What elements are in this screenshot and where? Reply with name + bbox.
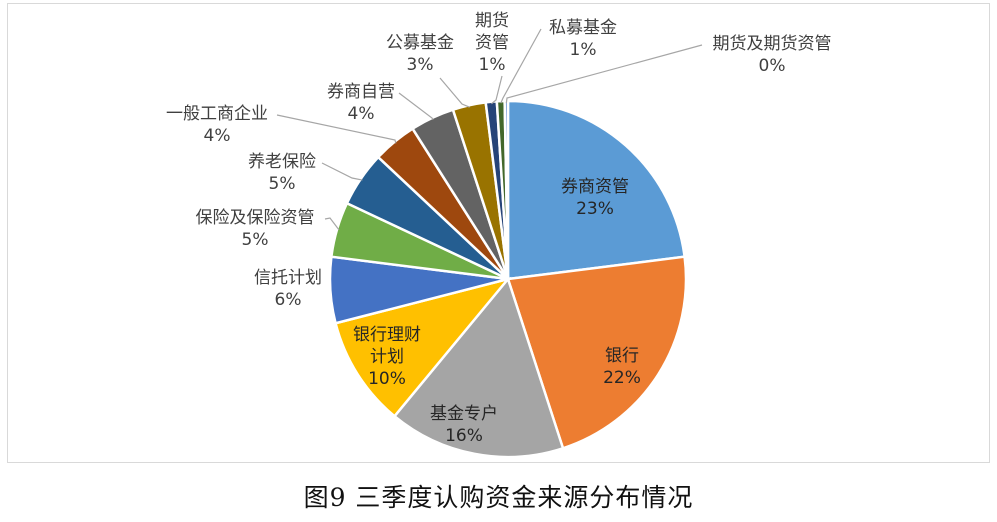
slice-label-4: 银行理财 [353,325,421,345]
slice-percent-10: 3% [407,55,434,75]
slice-label-10: 公募基金 [386,33,454,53]
slice-label-12: 私募基金 [549,18,617,38]
slice-label-2: 银行 [605,346,639,366]
slice-label-1: 券商资管 [561,177,629,197]
leader-line-12 [500,28,542,104]
slice-percent-2: 22% [603,368,641,388]
leader-line-9 [398,92,434,121]
slice-percent-3: 16% [445,426,483,446]
slice-percent-1: 23% [576,199,614,219]
slice-percent-12: 1% [570,40,597,60]
slice-percent-6: 5% [242,230,269,250]
slice-label-13: 期货及期货资管 [713,34,832,54]
slice-label-9: 券商自营 [327,82,395,102]
pie-slice-2 [506,255,688,450]
slice-label-11: 资管 [475,33,509,53]
slice-percent-11: 1% [479,55,506,75]
slice-label-6: 保险及保险资管 [196,208,315,228]
slice-label-4: 计划 [370,347,404,367]
slice-percent-5: 6% [275,290,302,310]
slice-label-11: 期货 [475,11,509,31]
slice-label-3: 基金专户 [430,404,498,424]
slice-label-8: 一般工商企业 [166,104,268,124]
leader-line-7 [321,162,363,181]
pie-slice-3 [392,276,565,459]
slice-label-5: 信托计划 [254,268,322,288]
leader-line-6 [324,217,340,231]
slice-percent-13: 0% [759,56,786,76]
leader-line-13 [505,44,703,104]
figure-caption: 图9 三季度认购资金来源分布情况 [303,483,694,512]
slice-percent-4: 10% [368,369,406,389]
pie-slice-1 [506,99,686,281]
leader-line-11 [491,75,503,105]
slice-percent-8: 4% [204,126,231,146]
slice-percent-9: 4% [348,104,375,124]
slice-label-7: 养老保险 [248,152,316,172]
leader-line-8 [276,114,397,144]
slice-percent-7: 5% [269,174,296,194]
leader-line-10 [439,77,470,108]
